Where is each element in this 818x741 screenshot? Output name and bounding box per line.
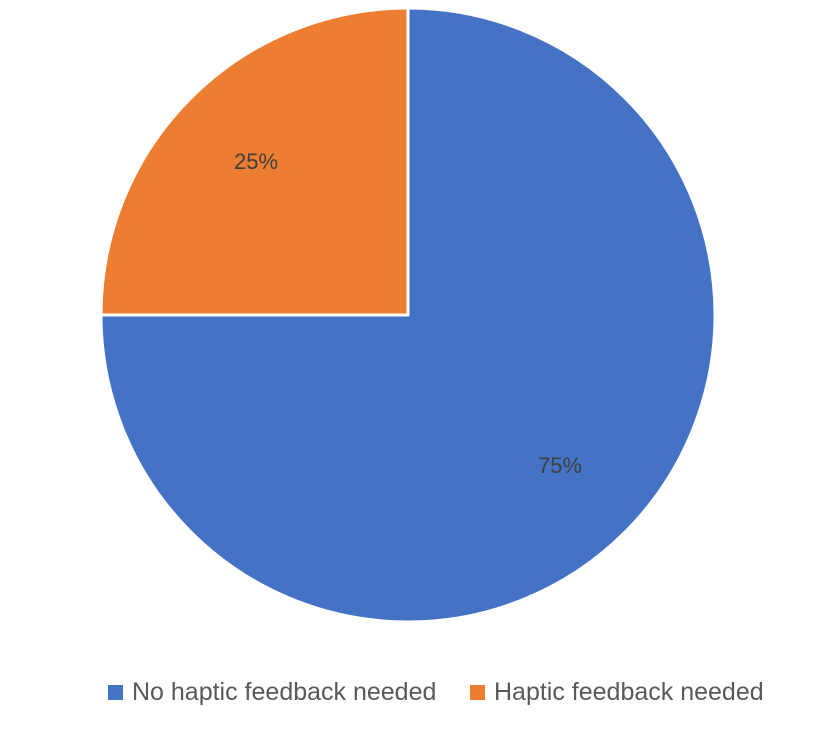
data-label-haptic-feedback-needed: 25% (234, 149, 278, 174)
legend-swatch-no-haptic-feedback-needed (108, 685, 123, 700)
legend-swatch-haptic-feedback-needed (470, 685, 485, 700)
pie-slice-haptic-feedback-needed (99, 6, 410, 317)
legend: No haptic feedback needed Haptic feedbac… (0, 678, 818, 728)
legend-item-no-haptic-feedback-needed: No haptic feedback needed (108, 678, 436, 707)
legend-item-haptic-feedback-needed: Haptic feedback needed (470, 678, 764, 707)
pie-slice-no-haptic-feedback-needed (99, 6, 717, 624)
pie-plot-area: 75% 25% (99, 6, 717, 624)
data-label-no-haptic-feedback-needed: 75% (538, 453, 582, 478)
legend-label-no-haptic-feedback-needed: No haptic feedback needed (132, 678, 437, 706)
legend-label-haptic-feedback-needed: Haptic feedback needed (494, 678, 764, 706)
